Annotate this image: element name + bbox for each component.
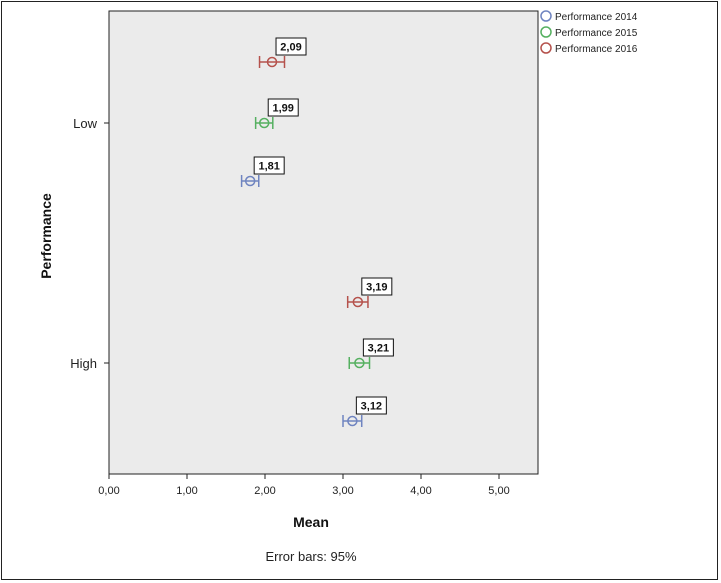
- x-tick-label: 1,00: [176, 485, 197, 497]
- x-tick-label: 0,00: [98, 485, 119, 497]
- data-label: 1,99: [273, 103, 294, 115]
- mean-point: [258, 117, 270, 129]
- mean-point: [266, 56, 278, 68]
- data-marks: 1,81 3,12 1,99 3,21 2,09 3,19: [240, 37, 394, 427]
- data-label: 3,19: [366, 282, 387, 294]
- y-category-label: Low: [73, 116, 97, 131]
- data-label: 3,21: [368, 343, 389, 355]
- mean-point: [244, 175, 256, 187]
- data-label-box: [361, 277, 393, 296]
- error-bar-group: 2,09: [258, 37, 307, 68]
- legend-marker: [540, 42, 552, 54]
- data-label-box: [275, 37, 307, 56]
- error-bar-group: 3,12: [342, 396, 387, 427]
- mean-point: [354, 357, 365, 369]
- error-bar-group: 3,21: [348, 338, 394, 369]
- legend: Performance 2014 Performance 2015 Performa…: [540, 10, 638, 55]
- error-bar-group: 1,81: [240, 156, 285, 187]
- mean-point: [352, 296, 364, 308]
- y-category-label: High: [70, 356, 97, 371]
- data-label-box: [253, 156, 285, 175]
- data-label: 3,12: [361, 401, 382, 413]
- legend-item: Performance 2016: [540, 42, 638, 55]
- error-bars-footnote: Error bars: 95%: [265, 549, 356, 564]
- data-label: 1,81: [258, 161, 279, 173]
- legend-marker: [540, 26, 552, 38]
- x-tick-label: 3,00: [332, 485, 353, 497]
- legend-item: Performance 2014: [540, 10, 638, 23]
- x-axis-title: Mean: [293, 514, 329, 530]
- x-tick-label: 4,00: [410, 485, 431, 497]
- x-tick-label: 2,00: [254, 485, 275, 497]
- x-axis: 0,00 1,00 2,00 3,00 4,00 5,00: [98, 474, 510, 497]
- x-tick-label: 5,00: [488, 485, 509, 497]
- data-label-box: [355, 396, 387, 415]
- data-label: 2,09: [280, 42, 301, 54]
- legend-label: Performance 2016: [555, 44, 638, 55]
- error-bar-group: 3,19: [346, 277, 393, 308]
- plot-area: [108, 10, 539, 475]
- legend-label: Performance 2014: [555, 12, 638, 23]
- data-label-box: [267, 98, 299, 117]
- mean-point: [347, 415, 358, 427]
- legend-label: Performance 2015: [555, 28, 638, 39]
- error-bar-group: 1,99: [254, 98, 299, 129]
- y-axis-title: Performance: [38, 193, 54, 279]
- y-axis: Low High: [70, 116, 109, 371]
- data-label-box: [362, 338, 394, 357]
- legend-marker: [540, 10, 552, 22]
- legend-item: Performance 2015: [540, 26, 638, 39]
